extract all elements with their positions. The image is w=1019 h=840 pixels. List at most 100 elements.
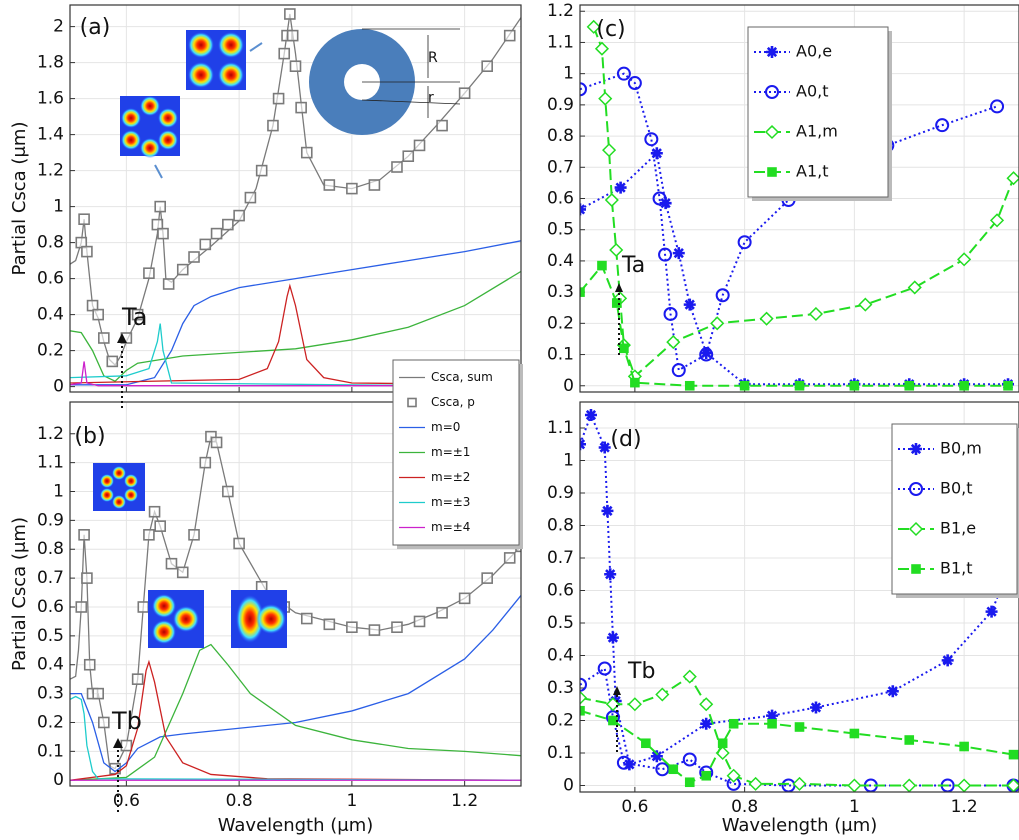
marker (766, 46, 778, 58)
marker (630, 378, 640, 388)
marker (144, 268, 154, 278)
annotation: Tb (627, 659, 655, 684)
marker (482, 573, 492, 583)
marker (274, 94, 284, 104)
y-tick-label: 0 (53, 770, 64, 790)
hot-spot (140, 138, 160, 158)
y-tick-label: 1.4 (37, 125, 64, 145)
x-tick-label: 0.6 (621, 797, 648, 817)
y-tick-label: 0.1 (37, 741, 64, 761)
marker (460, 593, 470, 603)
y-tick-label: 0.2 (547, 313, 574, 333)
y-tick-label: 0 (53, 377, 64, 397)
marker (505, 553, 515, 563)
y-tick-label: 0.6 (37, 597, 64, 617)
marker (403, 151, 413, 161)
y-tick-label: 0.8 (547, 126, 574, 146)
legend: B0,mB0,tB1,eB1,t (892, 424, 1019, 598)
y-tick-label: 1.8 (37, 53, 64, 73)
y-axis-label: Partial Csca (μm) (9, 517, 30, 671)
y-tick-label: 0.4 (547, 251, 574, 271)
x-tick-label: 1.2 (951, 797, 978, 817)
hot-spot (124, 488, 138, 502)
marker (164, 279, 174, 289)
y-tick-label: 0.4 (37, 655, 64, 675)
y-tick-label: 1.2 (37, 161, 64, 181)
annotation: Ta (621, 253, 645, 278)
marker (268, 121, 278, 131)
y-tick-label: 0.1 (547, 743, 574, 763)
marker (234, 211, 244, 221)
panel: 00.20.40.60.811.21.41.61.82(a)Partial Cs… (9, 5, 521, 397)
marker (850, 381, 860, 391)
marker (82, 573, 92, 583)
marker (347, 184, 357, 194)
marker (911, 564, 921, 574)
marker (904, 381, 914, 391)
marker (1003, 381, 1013, 391)
marker (910, 443, 922, 455)
y-tick-label: 0.9 (547, 95, 574, 115)
y-axis-label: Partial Csca (μm) (9, 122, 30, 276)
y-tick-label: 0.6 (547, 189, 574, 209)
annotation: Ta (121, 303, 147, 331)
marker (121, 741, 131, 751)
y-tick-label: 2 (53, 17, 64, 37)
marker (257, 166, 267, 176)
marker (302, 148, 312, 158)
marker (291, 61, 301, 71)
hot-spot (188, 62, 214, 88)
marker (685, 381, 695, 391)
marker (437, 121, 447, 131)
marker (82, 247, 92, 257)
y-tick-label: 1.2 (37, 424, 64, 444)
marker (718, 738, 728, 748)
marker (460, 88, 470, 98)
y-tick-label: 0.1 (547, 345, 574, 365)
hot-spot (121, 108, 141, 128)
y-tick-label: 0.6 (37, 269, 64, 289)
marker (144, 530, 154, 540)
legend-label: B1,t (940, 559, 973, 578)
marker (369, 625, 379, 635)
marker (288, 31, 298, 41)
marker (641, 738, 651, 748)
y-tick-label: 0.2 (547, 711, 574, 731)
y-tick-label: 0.7 (547, 157, 574, 177)
hot-spot (112, 495, 126, 509)
marker (904, 735, 914, 745)
marker (740, 381, 750, 391)
hot-spot (124, 474, 138, 488)
marker (369, 180, 379, 190)
marker (505, 31, 515, 41)
legend-label: m=0 (431, 420, 460, 434)
y-tick-label: 0.6 (547, 581, 574, 601)
marker (155, 202, 165, 212)
marker (296, 103, 306, 113)
marker (99, 717, 109, 727)
marker (138, 602, 148, 612)
legend-label: A1,m (796, 122, 838, 141)
marker (651, 750, 663, 762)
marker (178, 265, 188, 275)
y-tick-label: 0.5 (547, 613, 574, 633)
marker (212, 229, 222, 239)
y-tick-label: 0.3 (547, 678, 574, 698)
y-tick-label: 0.4 (547, 646, 574, 666)
hot-spot (112, 466, 126, 480)
marker (615, 182, 627, 194)
marker (99, 333, 109, 343)
marker (79, 214, 89, 224)
y-tick-label: 1.6 (37, 89, 64, 109)
marker (437, 608, 447, 618)
marker (1009, 750, 1019, 760)
marker (212, 437, 222, 447)
legend: A0,eA0,tA1,mA1,t (748, 27, 892, 201)
y-tick-label: 1.1 (547, 32, 574, 52)
marker (189, 530, 199, 540)
marker (93, 310, 103, 320)
hot-spot (188, 32, 214, 58)
y-tick-label: 0.7 (37, 568, 64, 588)
marker (223, 487, 233, 497)
marker (178, 567, 188, 577)
